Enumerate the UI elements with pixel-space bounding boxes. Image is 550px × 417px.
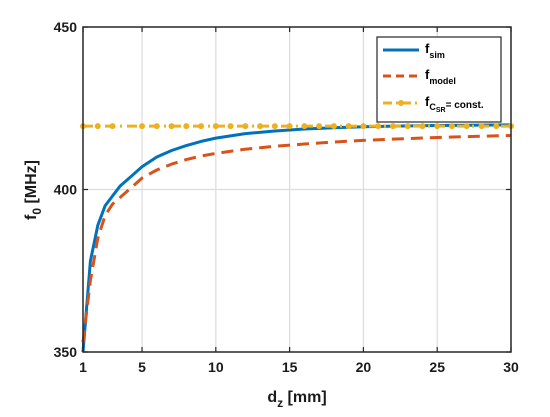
series-point-const <box>109 123 116 130</box>
legend-entry-sim: fsim <box>425 41 445 60</box>
x-axis-label-unit: [mm] <box>283 389 327 406</box>
series-point-const <box>345 123 352 130</box>
series-point-const <box>139 123 146 130</box>
series-point-const <box>404 123 411 130</box>
series-point-const <box>448 123 455 130</box>
x-tick-label: 1 <box>79 359 87 375</box>
x-tick-label: 5 <box>138 359 146 375</box>
x-tick-label: 15 <box>282 359 298 375</box>
legend-entry-model: fmodel <box>425 67 456 86</box>
series-group <box>80 123 514 353</box>
legend-const-sub: C <box>429 102 436 112</box>
y-axis-label-sub: 0 <box>30 208 44 215</box>
y-tick-label: 350 <box>54 344 78 360</box>
series-point-const <box>286 123 293 130</box>
series-point-const <box>360 123 367 130</box>
series-point-const <box>375 123 382 130</box>
legend-entry-const: fCSR= const. <box>425 94 484 114</box>
x-axis-label: dz [mm] <box>267 389 326 410</box>
series-point-const <box>94 123 101 130</box>
legend-model-sub: model <box>429 76 456 86</box>
series-point-const <box>316 123 323 130</box>
series-point-const <box>419 123 426 130</box>
y-tick-label: 450 <box>54 19 78 35</box>
series-point-const <box>434 123 441 130</box>
legend-sim-sub: sim <box>429 50 445 60</box>
series-point-const <box>212 123 219 130</box>
series-point-const <box>183 123 190 130</box>
legend-model-name: f <box>425 67 430 82</box>
series-point-const <box>389 123 396 130</box>
series-point-const <box>463 123 470 130</box>
legend: fsim fmodel fCSR= const. <box>376 36 502 123</box>
series-point-const <box>301 123 308 130</box>
legend-marker-const <box>398 100 404 106</box>
legend-const-subsub: SR <box>436 107 446 114</box>
series-point-const <box>168 123 175 130</box>
x-axis-label-sub: z <box>277 396 283 410</box>
series-point-const <box>198 123 205 130</box>
grid <box>83 27 511 352</box>
series-point-const <box>493 123 500 130</box>
x-tick-label: 20 <box>356 359 372 375</box>
series-point-const <box>227 123 234 130</box>
series-point-const <box>271 123 278 130</box>
y-axis-label: f0 [MHz] <box>23 160 44 220</box>
y-axis-label-main: f <box>23 214 40 220</box>
series-line-model <box>81 134 512 343</box>
series-point-const <box>257 123 264 130</box>
series-point-const <box>153 123 160 130</box>
x-axis-label-main: d <box>267 389 277 406</box>
series-point-const <box>478 123 485 130</box>
y-axis-label-unit: [MHz] <box>23 160 40 208</box>
legend-const-suffix: = const. <box>446 100 484 111</box>
series-point-const <box>330 123 337 130</box>
series-point-const <box>242 123 249 130</box>
legend-sim-name: f <box>425 41 430 56</box>
y-tick-label: 400 <box>54 182 78 198</box>
x-tick-label: 25 <box>429 359 445 375</box>
x-tick-label: 30 <box>503 359 519 375</box>
x-tick-label: 10 <box>208 359 224 375</box>
legend-const-name: f <box>425 94 430 109</box>
